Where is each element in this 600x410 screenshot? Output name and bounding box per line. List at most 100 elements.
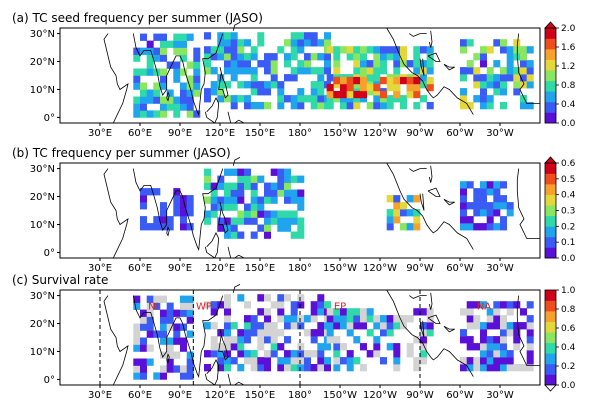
coastline [112, 344, 129, 386]
heatmap-cell [393, 202, 401, 210]
heatmap-cell [230, 102, 238, 110]
heatmap-cell [284, 168, 291, 176]
heatmap-cell [500, 67, 507, 75]
heatmap-cell [326, 308, 334, 316]
heatmap-cell [160, 33, 167, 41]
heatmap-cell [193, 82, 201, 90]
heatmap-cell [466, 223, 474, 231]
heatmap-cell [526, 336, 534, 344]
heatmap-cell [210, 301, 218, 309]
heatmap-cell [204, 217, 211, 225]
heatmap-cell [264, 322, 271, 330]
colorbar-segment [545, 247, 556, 259]
heatmap-cell [426, 46, 434, 54]
heatmap-cell [393, 322, 401, 330]
heatmap-cell [380, 67, 387, 75]
heatmap-cell [237, 336, 245, 344]
heatmap-cell [353, 95, 361, 103]
coastline [232, 157, 241, 166]
heatmap-cell [290, 322, 298, 330]
heatmap-cell [290, 301, 298, 309]
heatmap-cell [210, 53, 218, 61]
y-tick-label: 20°N [30, 192, 55, 203]
colorbar-segment [545, 80, 556, 92]
heatmap-cell [346, 90, 354, 99]
heatmap-cell [180, 33, 187, 41]
heatmap-cell [230, 74, 238, 82]
heatmap-cell [146, 295, 154, 303]
heatmap-cell [310, 32, 318, 40]
heatmap-cell [230, 357, 238, 365]
colorbar-segment [545, 290, 556, 301]
heatmap-cell [406, 350, 414, 358]
heatmap-cell [324, 53, 331, 61]
colorbar-tick-label: 2.0 [561, 24, 576, 34]
heatmap-cell [480, 195, 487, 203]
heatmap-cell [513, 329, 521, 337]
heatmap-cell [140, 33, 147, 41]
heatmap-cell [224, 322, 231, 330]
heatmap-cell [180, 40, 187, 48]
heatmap-cell [186, 223, 194, 231]
heatmap-cell [204, 46, 211, 54]
heatmap-cell [186, 302, 194, 310]
heatmap-cell [500, 216, 507, 224]
colorbar-extend-max [544, 21, 557, 29]
heatmap-cell [264, 102, 271, 110]
heatmap-cell [160, 82, 167, 90]
heatmap-cell [204, 53, 211, 61]
panel-title: (a) TC seed frequency per summer (JASO) [12, 11, 263, 25]
heatmap-cell [393, 83, 401, 92]
heatmap-cell [160, 216, 167, 224]
heatmap-cell [493, 181, 501, 189]
colorbar-segment [545, 101, 556, 113]
heatmap-cell [333, 60, 341, 68]
heatmap-cell [526, 364, 534, 372]
heatmap-cell [420, 60, 427, 68]
heatmap-cell [297, 175, 305, 183]
heatmap-cell [486, 81, 494, 89]
heatmap-cell [257, 175, 265, 183]
heatmap-cell [186, 209, 194, 217]
heatmap-cell [153, 82, 161, 90]
heatmap-cell [393, 364, 401, 372]
heatmap-cell [264, 88, 271, 96]
heatmap-cell [277, 182, 285, 190]
heatmap-cell [173, 202, 181, 210]
x-tick-label: 90°W [406, 263, 434, 274]
heatmap-cell [277, 343, 285, 351]
heatmap-cell [333, 322, 341, 330]
heatmap-cell [166, 223, 174, 231]
heatmap-cell [153, 33, 161, 41]
heatmap-cell [360, 46, 367, 54]
heatmap-cell [270, 210, 278, 218]
heatmap-cell [333, 336, 341, 344]
heatmap-cell [513, 301, 521, 309]
heatmap-cell [270, 329, 278, 337]
heatmap-cell [317, 67, 325, 75]
heatmap-cell [373, 322, 381, 330]
heatmap-cell [210, 350, 218, 358]
heatmap-cell [360, 343, 367, 351]
heatmap-cell [486, 336, 494, 344]
heatmap-cell [346, 83, 354, 92]
heatmap-cell [413, 90, 421, 99]
heatmap-cell [210, 81, 218, 89]
panel-1: (b) TC frequency per summer (JASO) 30°E 60… [12, 146, 576, 274]
heatmap-cell [310, 102, 318, 110]
heatmap-cell [250, 67, 258, 75]
heatmap-cell [473, 364, 481, 372]
heatmap-cell [480, 202, 487, 210]
heatmap-cell [244, 350, 251, 358]
heatmap-cell [466, 357, 474, 365]
colorbar-tick-label: 1.0 [561, 286, 576, 296]
heatmap-cell [133, 96, 141, 104]
heatmap-cell [386, 223, 394, 231]
coastline [409, 168, 427, 172]
heatmap-cell [473, 209, 481, 217]
heatmap-cell [264, 60, 271, 68]
heatmap-cell [146, 188, 154, 196]
heatmap-cell [230, 231, 238, 239]
heatmap-cell [146, 89, 154, 97]
coastline [204, 96, 220, 124]
